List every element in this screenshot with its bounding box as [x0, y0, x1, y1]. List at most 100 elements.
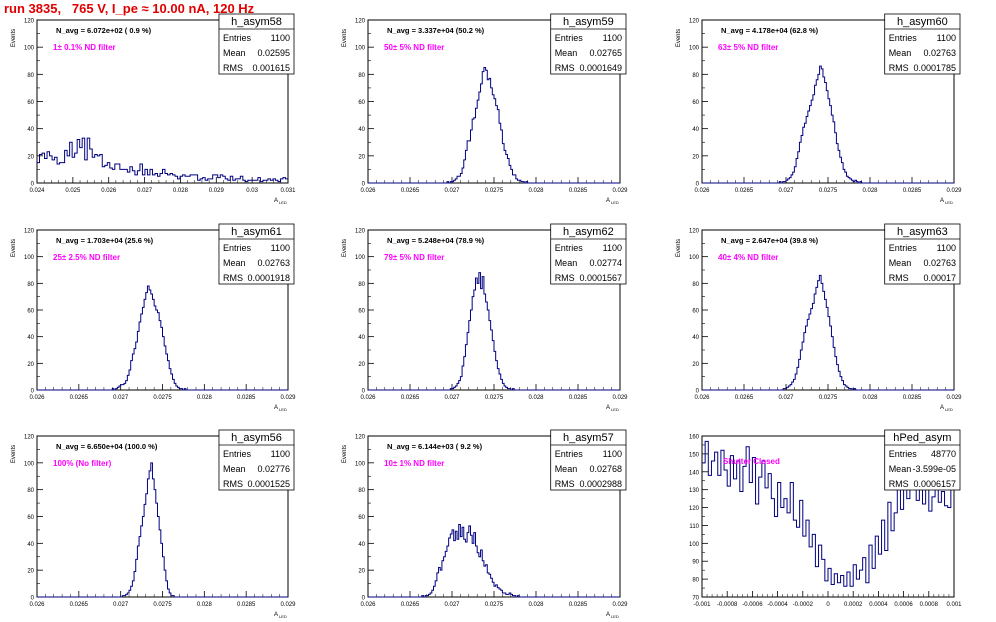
- stats-label: Mean: [223, 258, 246, 268]
- x-axis-label: A: [940, 198, 944, 204]
- stats-value: -3.599e-05: [912, 464, 956, 474]
- x-tick-label: 0.0265: [401, 602, 420, 608]
- x-tick-label: 0.026: [360, 188, 376, 194]
- x-tick-label: 0.029: [612, 188, 628, 194]
- y-tick-label: 20: [358, 362, 365, 368]
- stats-label: Entries: [223, 243, 252, 253]
- x-tick-label: -0.0002: [793, 602, 814, 608]
- x-axis-label: A: [940, 405, 944, 411]
- y-tick-label: 20: [27, 362, 34, 368]
- y-tick-label: 100: [355, 46, 366, 52]
- x-tick-label: 0.0265: [401, 395, 420, 401]
- x-tick-label: -0.0004: [767, 602, 788, 608]
- x-tick-label: 0.028: [862, 395, 878, 401]
- y-tick-label: 60: [358, 515, 365, 521]
- stats-label: RMS: [555, 273, 575, 283]
- stats-box: [550, 13, 627, 75]
- x-tick-label: 0.0275: [153, 602, 172, 608]
- y-tick-label: 80: [692, 73, 699, 79]
- y-tick-label: 100: [355, 461, 366, 467]
- stats-label: Mean: [555, 258, 578, 268]
- stats-label: Mean: [889, 258, 912, 268]
- x-tick-label: 0.0285: [569, 395, 588, 401]
- stats-label: Mean: [223, 48, 246, 58]
- histogram-line: [702, 65, 954, 184]
- x-axis-label: A: [606, 405, 610, 411]
- y-tick-label: 20: [692, 154, 699, 160]
- histogram-name: h_asym62: [563, 226, 614, 238]
- y-tick-label: 20: [27, 569, 34, 575]
- stats-value: 1100: [603, 449, 622, 459]
- stats-box: [218, 429, 295, 491]
- stats-label: Entries: [555, 33, 584, 43]
- y-tick-label: 100: [689, 255, 700, 261]
- y-tick-label: 70: [692, 596, 699, 602]
- y-tick-label: 100: [24, 46, 35, 52]
- n-avg-label: N_avg = 1.703e+04 (25.6 %): [56, 236, 154, 245]
- histogram-line: [37, 285, 288, 391]
- stats-label: Entries: [555, 449, 584, 459]
- x-tick-label: 0.028: [528, 188, 544, 194]
- stats-label: RMS: [223, 63, 243, 73]
- y-tick-label: 120: [24, 229, 35, 235]
- y-tick-label: 60: [358, 309, 365, 315]
- stats-value: 1100: [271, 449, 290, 459]
- x-axis-label-subscript: LED: [611, 407, 619, 412]
- stats-value: 0.02774: [589, 258, 622, 268]
- x-axis-label-subscript: LED: [945, 407, 953, 412]
- x-axis-label: A: [274, 198, 278, 204]
- x-tick-label: 0.031: [280, 188, 296, 194]
- stats-value: 1100: [271, 243, 290, 253]
- stats-box: [218, 13, 295, 75]
- y-tick-label: 80: [27, 73, 34, 79]
- y-tick-label: 120: [24, 19, 35, 25]
- x-tick-label: 0.027: [113, 602, 129, 608]
- x-tick-label: 0.001: [946, 602, 962, 608]
- stats-label: RMS: [555, 479, 575, 489]
- stats-label: RMS: [555, 63, 575, 73]
- x-tick-label: 0.027: [778, 395, 794, 401]
- x-axis-label: A: [274, 612, 278, 618]
- x-axis-label-subscript: LED: [279, 200, 287, 205]
- y-tick-label: 0: [362, 389, 366, 395]
- filter-label: 25± 2.5% ND filter: [53, 253, 120, 262]
- x-tick-label: 0.027: [444, 395, 460, 401]
- y-tick-label: 0: [696, 182, 700, 188]
- n-avg-label: N_avg = 4.178e+04 (62.8 %): [721, 26, 819, 35]
- y-tick-label: 80: [358, 282, 365, 288]
- y-tick-label: 80: [27, 488, 34, 494]
- y-axis-label: Events: [11, 29, 17, 47]
- y-tick-label: 80: [358, 73, 365, 79]
- n-avg-label: N_avg = 6.144e+03 ( 9.2 %): [387, 442, 483, 451]
- x-tick-label: 0.0265: [401, 188, 420, 194]
- x-tick-label: 0: [826, 602, 830, 608]
- y-tick-label: 0: [31, 596, 35, 602]
- histogram-panel-h_asym58: 0 20 40 60 80 100 120 0.024 0.025 0.026 0.027 0.028…: [11, 13, 296, 205]
- x-tick-label: 0.029: [612, 395, 628, 401]
- y-tick-label: 140: [689, 470, 700, 476]
- x-tick-label: -0.0008: [717, 602, 738, 608]
- filter-label: Shutter Closed: [723, 457, 780, 466]
- x-tick-label: 0.025: [65, 188, 81, 194]
- y-tick-label: 60: [692, 100, 699, 106]
- n-avg-label: N_avg = 3.337e+04 (50.2 %): [387, 26, 485, 35]
- y-tick-label: 120: [24, 435, 35, 441]
- y-tick-label: 80: [692, 578, 699, 584]
- x-axis-label-subscript: LED: [611, 200, 619, 205]
- stats-label: RMS: [223, 273, 243, 283]
- y-tick-label: 100: [24, 255, 35, 261]
- x-tick-label: 0.026: [694, 395, 710, 401]
- histogram-line: [36, 137, 288, 183]
- x-tick-label: 0.029: [280, 602, 296, 608]
- n-avg-label: N_avg = 5.248e+04 (78.9 %): [387, 236, 485, 245]
- histogram-name: hPed_asym: [893, 432, 951, 444]
- y-axis-label: Events: [342, 445, 348, 463]
- x-axis-label-subscript: LED: [279, 407, 287, 412]
- stats-value: 0.0001918: [247, 273, 290, 283]
- x-tick-label: 0.026: [29, 602, 45, 608]
- x-tick-label: 0.027: [137, 188, 153, 194]
- y-tick-label: 120: [355, 19, 366, 25]
- x-tick-label: 0.0285: [569, 188, 588, 194]
- x-tick-label: 0.028: [528, 602, 544, 608]
- x-tick-label: -0.001: [693, 602, 711, 608]
